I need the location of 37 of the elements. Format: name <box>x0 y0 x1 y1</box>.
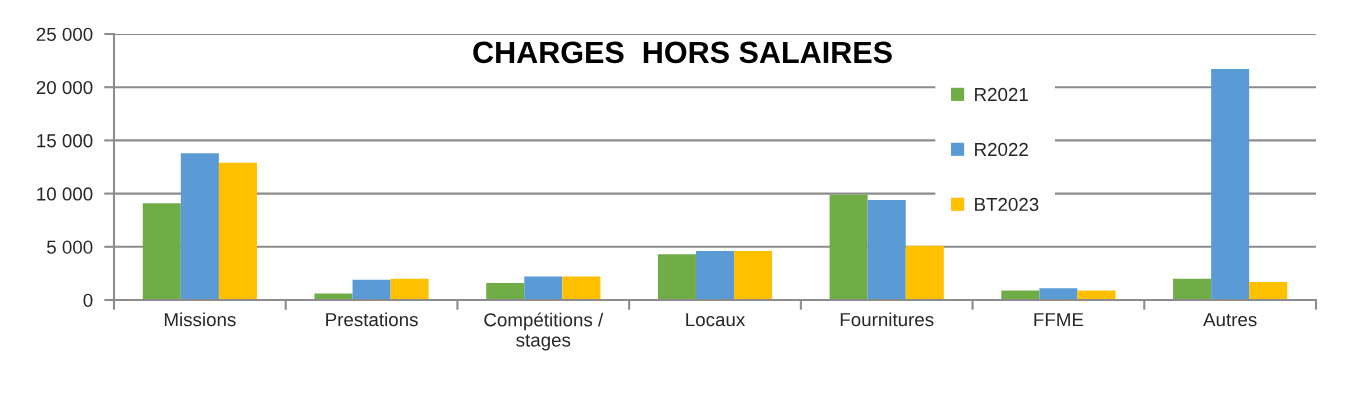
x-tick-label: Prestations <box>326 312 418 327</box>
bar <box>352 279 391 300</box>
legend-label: R2021 <box>975 87 1028 102</box>
y-tick-label: 10 000 <box>37 187 93 201</box>
bar <box>867 199 906 300</box>
y-tick-label: 5 000 <box>47 240 93 254</box>
y-tick-label: 0 <box>83 293 93 307</box>
bar <box>486 282 525 300</box>
bar <box>524 276 563 300</box>
bar <box>1249 281 1288 300</box>
bar <box>562 276 601 300</box>
x-tick-label: Missions <box>164 312 236 327</box>
bar <box>1211 69 1250 300</box>
x-tick-label: FFME <box>1034 313 1084 327</box>
bar <box>390 278 429 300</box>
bar <box>657 254 696 300</box>
bar <box>695 251 735 300</box>
y-tick-label: 20 000 <box>36 80 93 95</box>
x-tick-label: Locaux <box>686 313 746 327</box>
bar <box>1173 278 1212 300</box>
bar <box>734 251 773 300</box>
bar <box>1039 288 1078 300</box>
bar <box>1077 290 1116 300</box>
bar <box>180 153 219 300</box>
bar <box>142 203 181 300</box>
bar <box>218 162 257 300</box>
bar <box>1001 290 1040 300</box>
y-tick-label: 15 000 <box>37 134 93 148</box>
legend-label: R2022 <box>975 142 1028 157</box>
x-tick-label: Fournitures <box>840 312 934 327</box>
chart-title: CHARGES HORS SALAIRES <box>473 41 892 64</box>
bar <box>905 245 944 300</box>
legend-label: BT2023 <box>975 197 1039 212</box>
y-tick-label: 25 000 <box>36 27 93 41</box>
bar <box>829 194 868 300</box>
x-tick-label: Autres <box>1203 313 1257 327</box>
x-tick-label: Compétitions / stages <box>484 312 604 351</box>
